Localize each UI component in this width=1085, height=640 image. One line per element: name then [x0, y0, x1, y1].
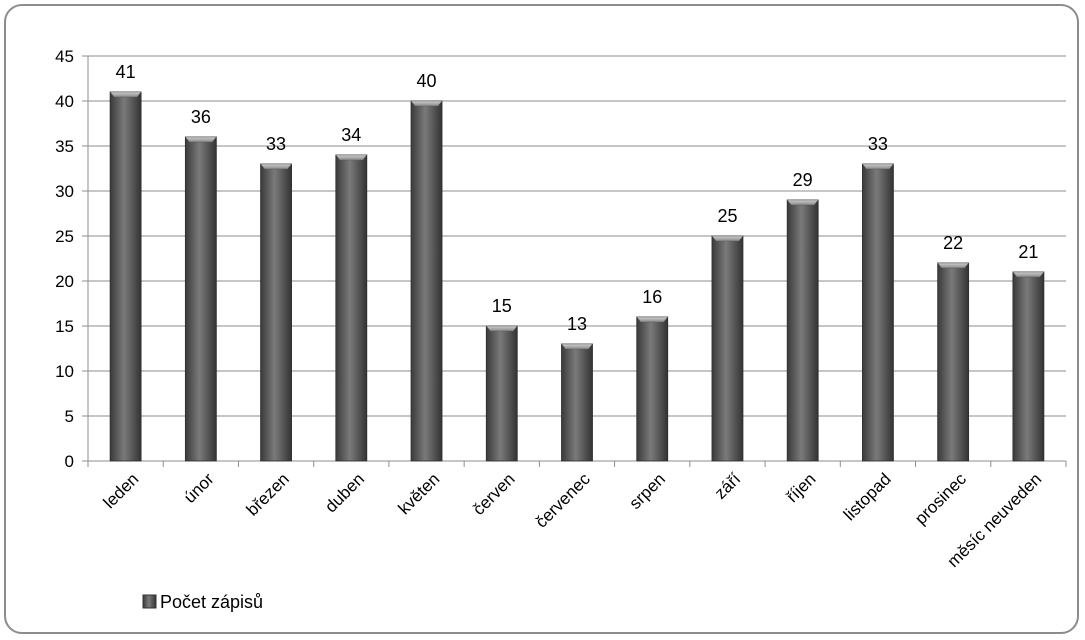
bar-cap — [861, 163, 895, 170]
y-tick-label: 15 — [55, 317, 74, 336]
x-tick-label: září — [711, 469, 745, 503]
bar — [711, 235, 744, 462]
bar-cap — [636, 316, 669, 323]
data-label: 33 — [868, 134, 888, 154]
bar — [636, 316, 669, 462]
bar-body — [862, 163, 894, 462]
y-tick-label: 20 — [55, 272, 74, 291]
bar — [259, 163, 293, 462]
data-label: 41 — [116, 62, 136, 82]
bar-cap — [109, 91, 142, 98]
bar-body — [711, 235, 744, 462]
data-label: 29 — [793, 170, 813, 190]
x-tick-label: červenec — [532, 469, 595, 532]
bar-cap — [259, 163, 293, 170]
data-label: 25 — [717, 206, 737, 226]
x-tick-label: srpen — [626, 469, 670, 513]
y-tick-label: 45 — [55, 47, 74, 66]
y-axis-tick-labels: 0 5 10 15 20 25 30 35 40 45 — [55, 47, 74, 471]
bar — [184, 136, 217, 462]
x-tick-label: květen — [395, 469, 444, 518]
bar-body — [109, 91, 142, 462]
bar — [786, 199, 819, 462]
bar-cap — [335, 154, 368, 161]
bars — [109, 91, 1045, 462]
data-label: 16 — [642, 287, 662, 307]
bar — [109, 91, 142, 462]
bar — [410, 100, 443, 462]
bar-cap — [711, 235, 744, 242]
x-tick-label: prosinec — [911, 469, 970, 528]
x-tick-label: únor — [180, 469, 218, 507]
data-label: 13 — [567, 314, 587, 334]
bar — [861, 163, 895, 462]
x-tick-label: červen — [469, 469, 519, 519]
bar — [335, 154, 368, 462]
chart-frame — [4, 4, 1079, 634]
data-label: 33 — [266, 134, 286, 154]
bar — [937, 262, 970, 462]
data-label: 34 — [341, 125, 361, 145]
x-axis-tick-labels: leden únor březen duben květen červen červenec… — [100, 469, 1046, 571]
bar-cap — [786, 199, 819, 206]
y-tick-label: 5 — [65, 407, 74, 426]
data-label: 22 — [943, 233, 963, 253]
data-label: 15 — [492, 296, 512, 316]
data-label: 21 — [1018, 242, 1038, 262]
y-tick-label: 10 — [55, 362, 74, 381]
bar-body — [937, 262, 970, 462]
y-tick-label: 30 — [55, 182, 74, 201]
x-tick-label: leden — [100, 469, 143, 512]
bar-body — [335, 154, 368, 462]
legend-label: Počet zápisů — [160, 592, 263, 612]
bar-body — [485, 325, 518, 462]
bar-body — [184, 136, 217, 462]
bar-body — [561, 343, 593, 462]
x-tick-label: duben — [321, 469, 368, 516]
bar-cap — [485, 325, 518, 332]
bar-cap — [937, 262, 970, 269]
bar-cap — [1012, 271, 1045, 278]
legend-swatch — [142, 594, 157, 609]
bar-body — [636, 316, 669, 462]
y-tick-label: 25 — [55, 227, 74, 246]
x-tick-label: říjen — [783, 469, 820, 506]
data-labels: 41 36 33 34 40 15 13 16 25 29 33 22 21 — [116, 62, 1039, 334]
y-tick-label: 40 — [55, 92, 74, 111]
bar-body — [786, 199, 819, 462]
bar — [560, 343, 594, 462]
bar-cap — [560, 343, 594, 350]
data-label: 40 — [417, 71, 437, 91]
y-tick-label: 35 — [55, 137, 74, 156]
legend: Počet zápisů — [142, 592, 263, 612]
y-tick-label: 0 — [65, 452, 74, 471]
bar — [485, 325, 518, 462]
bar-body — [260, 163, 292, 462]
bar-body — [410, 100, 443, 462]
gridlines — [88, 55, 1066, 417]
bar-body — [1012, 271, 1045, 462]
bar-cap — [410, 100, 443, 107]
x-tick-label: březen — [243, 469, 293, 519]
data-label: 36 — [191, 107, 211, 127]
x-tick-label: listopad — [840, 469, 895, 524]
bar — [1012, 271, 1045, 462]
bar-cap — [184, 136, 217, 143]
